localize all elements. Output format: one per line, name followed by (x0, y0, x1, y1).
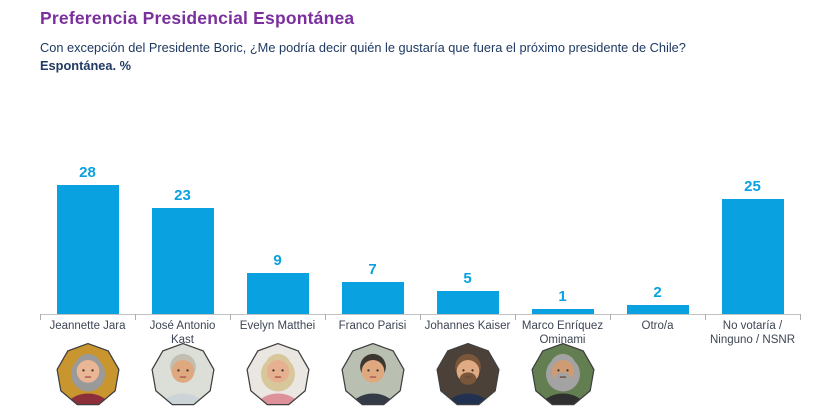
bar-column: 2 (610, 0, 705, 314)
bar-chart: 28 23 9 7 5 1 2 25 (40, 0, 800, 314)
category-label: Marco Enríquez Ominami (521, 320, 604, 346)
axis-tick (610, 314, 611, 320)
bar (721, 199, 784, 314)
avatar-johannes-kaiser (435, 342, 500, 406)
avatar-evelyn-matthei (245, 342, 310, 406)
category-label: Franco Parisi (338, 320, 407, 332)
bar-value-label: 5 (463, 270, 472, 287)
bar-column: 9 (230, 0, 325, 314)
avatar-slot (515, 341, 610, 409)
bar-column: 5 (420, 0, 515, 314)
survey-question-note: Espontánea. % (40, 58, 132, 73)
axis-tick (230, 314, 231, 320)
bar-column: 7 (325, 0, 420, 314)
bar-column: 25 (705, 0, 800, 314)
chart-header: Preferencia Presidencial Espontánea Con … (40, 8, 820, 76)
avatar-slot (230, 341, 325, 409)
axis-tick (40, 314, 41, 320)
category-label: No votaría / Ninguno / NSNR (709, 320, 795, 346)
category-labels-row: Jeannette Jara José Antonio Kast Evelyn Ma… (40, 320, 800, 347)
axis-tick (705, 314, 706, 320)
bar (626, 304, 689, 314)
category-label: Johannes Kaiser (424, 320, 511, 332)
bar-value-label: 25 (744, 178, 761, 195)
axis-tick (420, 314, 421, 320)
avatar-slot (705, 341, 800, 409)
bar-value-label: 9 (273, 251, 282, 269)
bar-value-label: 23 (174, 187, 191, 205)
bar-column: 28 (40, 0, 135, 314)
candidate-photos-row (40, 341, 800, 409)
axis-tick (135, 314, 136, 320)
bar (151, 208, 214, 314)
bar (531, 309, 594, 314)
avatar-slot (325, 341, 420, 409)
avatar-slot (610, 341, 705, 409)
bar-value-label: 7 (368, 260, 377, 278)
bar-value-label: 28 (79, 164, 96, 182)
avatar-franco-parisi (340, 342, 405, 406)
axis-tick (515, 314, 516, 320)
category-label: Otro/a (641, 320, 674, 332)
category-label: Jeannette Jara (49, 320, 126, 332)
page-title: Preferencia Presidencial Espontánea (40, 8, 355, 28)
avatar-slot (135, 341, 230, 409)
avatar-marco-enriquez-ominami (530, 342, 595, 406)
axis-tick (325, 314, 326, 320)
avatar-slot (40, 341, 135, 409)
bar (56, 185, 119, 314)
avatar-jose-antonio-kast (150, 342, 215, 406)
bar-value-label: 2 (653, 283, 662, 301)
bar-value-label: 1 (558, 288, 567, 306)
avatar-slot (420, 341, 515, 409)
bar (341, 281, 404, 314)
bar (436, 291, 499, 314)
category-label: José Antonio Kast (149, 320, 216, 346)
bar-column: 1 (515, 0, 610, 314)
survey-question: Con excepción del Presidente Boric, ¿Me … (40, 40, 686, 55)
axis-tick (800, 314, 801, 320)
avatar-jeannette-jara (55, 342, 120, 406)
category-label: Evelyn Matthei (239, 320, 316, 332)
bar-column: 23 (135, 0, 230, 314)
bar (246, 272, 309, 314)
